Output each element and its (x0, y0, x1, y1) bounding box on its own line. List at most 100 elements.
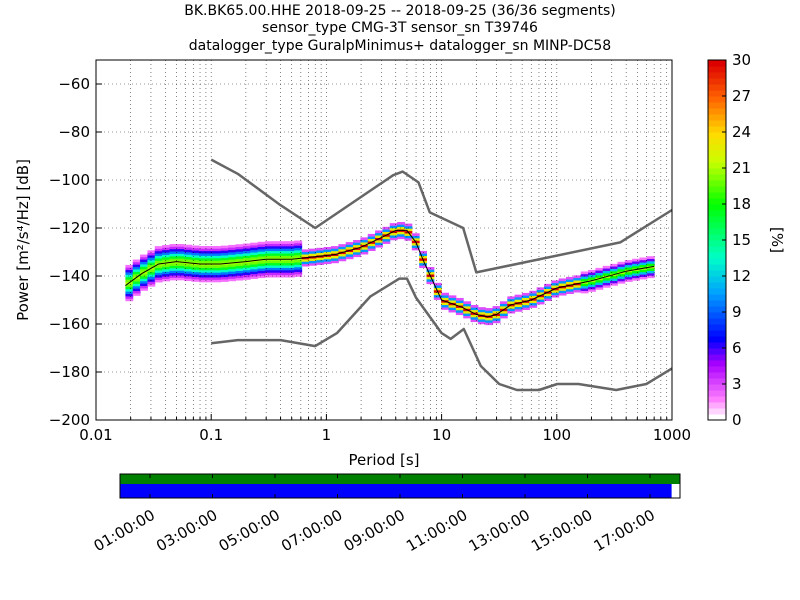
heatmap-cell (279, 260, 288, 264)
heatmap-cell (411, 235, 420, 239)
heatmap-cell (382, 229, 391, 232)
x-tick-label: 1000 (653, 426, 691, 444)
heatmap-cell (323, 261, 332, 265)
heatmap-cell (279, 272, 288, 276)
heatmap-cell (331, 258, 339, 261)
heatmap-cell (286, 248, 295, 252)
heatmap-cell (544, 295, 552, 299)
heatmap-cell (228, 266, 237, 270)
heatmap-cell (198, 253, 207, 256)
heatmap-cell (235, 253, 244, 257)
heatmap-cell (514, 294, 523, 298)
heatmap-cell (433, 285, 442, 288)
heatmap-cell (463, 303, 472, 307)
heatmap-cell (235, 263, 244, 267)
heatmap-cell (176, 275, 185, 278)
heatmap-cell (286, 255, 295, 259)
heatmap-cell (169, 248, 178, 252)
heatmap-cell (375, 242, 383, 246)
colorbar-segment (708, 120, 726, 127)
heatmap-cell (257, 253, 266, 257)
heatmap-cell (448, 297, 457, 301)
psd-heatmap (125, 222, 655, 326)
heatmap-cell (602, 273, 611, 276)
heatmap-cell (213, 274, 222, 278)
colorbar-segment (708, 204, 726, 211)
heatmap-cell (125, 276, 134, 280)
heatmap-cell (140, 254, 148, 258)
heatmap-cell (632, 265, 640, 269)
heatmap-cell (455, 312, 464, 316)
heatmap-cell (132, 278, 141, 282)
heatmap-cell (470, 314, 479, 318)
heatmap-cell (213, 272, 222, 276)
heatmap-cell (294, 250, 303, 253)
heatmap-cell (242, 255, 251, 259)
heatmap-cell (198, 265, 207, 268)
colorbar-segment (708, 354, 726, 361)
colorbar-segment (708, 360, 726, 367)
heatmap-cell (191, 279, 200, 282)
heatmap-cell (169, 253, 178, 257)
heatmap-cell (279, 248, 288, 252)
heatmap-cell (323, 251, 332, 255)
heatmap-cell (132, 288, 141, 292)
heatmap-cell (198, 267, 207, 271)
heatmap-cell (499, 301, 508, 304)
heatmap-cell (191, 267, 200, 270)
heatmap-cell (162, 276, 170, 279)
heatmap-cell (514, 299, 523, 303)
heatmap-cell (162, 259, 170, 263)
heatmap-cell (242, 272, 251, 276)
heatmap-cell (639, 264, 648, 268)
heatmap-cell (536, 296, 545, 300)
heatmap-cell (375, 235, 383, 238)
heatmap-cell (433, 287, 442, 291)
heatmap-cell (213, 267, 222, 271)
heatmap-cell (595, 272, 604, 276)
heatmap-cell (169, 275, 178, 278)
heatmap-cell (632, 275, 640, 279)
heatmap-cell (316, 262, 325, 265)
heatmap-cell (331, 248, 339, 252)
colorbar-segment (708, 72, 726, 79)
heatmap-cell (132, 264, 141, 268)
heatmap-cell (617, 261, 626, 265)
chart-title-line-1: BK.BK65.00.HHE 2018-09-25 -- 2018-09-25 … (184, 3, 616, 19)
heatmap-cell (338, 253, 347, 257)
heatmap-cell (521, 302, 530, 306)
heatmap-cell (426, 269, 435, 273)
heatmap-cell (573, 275, 582, 279)
heatmap-cell (397, 224, 405, 228)
heatmap-cell (551, 292, 560, 296)
heatmap-cell (294, 271, 303, 275)
heatmap-cell (521, 292, 530, 296)
heatmap-cell (250, 269, 259, 272)
heatmap-cell (235, 256, 244, 259)
colorbar-segment (708, 330, 726, 337)
heatmap-cell (125, 272, 134, 275)
colorbar-tick-label: 30 (732, 51, 751, 69)
heatmap-cell (470, 309, 479, 313)
colorbar-segment (708, 318, 726, 325)
heatmap-cell (169, 265, 178, 269)
heatmap-cell (250, 245, 259, 248)
heatmap-cell (272, 267, 281, 271)
heatmap-cell (286, 246, 295, 249)
heatmap-cell (154, 258, 163, 261)
heatmap-cell (286, 274, 295, 278)
heatmap-cell (514, 297, 523, 300)
colorbar-segment (708, 168, 726, 175)
heatmap-cell (411, 245, 420, 248)
heatmap-cell (580, 276, 589, 279)
heatmap-cell (382, 236, 391, 240)
heatmap-cell (294, 245, 303, 249)
heatmap-cell (257, 268, 266, 271)
heatmap-cell (419, 255, 427, 259)
heatmap-cell (544, 298, 552, 301)
heatmap-cell (147, 269, 156, 273)
heatmap-cell (228, 271, 237, 275)
heatmap-cell (154, 246, 163, 249)
heatmap-cell (125, 269, 134, 273)
